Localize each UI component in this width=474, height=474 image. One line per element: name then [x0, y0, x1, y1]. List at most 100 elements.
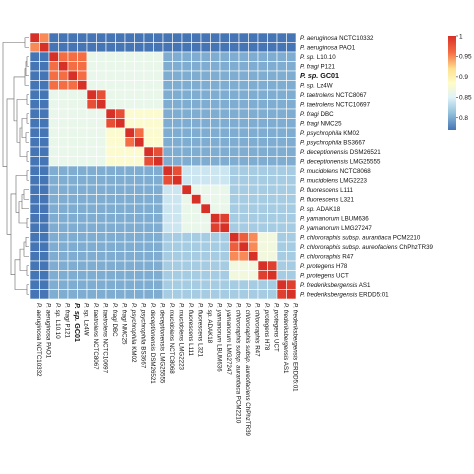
column-label: P. deceptionensis DSM26521 [149, 303, 156, 384]
heatmap-cell [257, 70, 268, 81]
column-label: P. mucidolens LMG2223 [177, 303, 184, 371]
heatmap-cell [286, 118, 297, 129]
heatmap-cell [96, 137, 107, 148]
heatmap-cell [238, 32, 249, 43]
heatmap-cell [115, 289, 126, 300]
dendrogram-branch [26, 113, 29, 124]
heatmap-cell [257, 203, 268, 214]
column-label: P. taetrolens NCTC8067 [92, 303, 99, 370]
heatmap-cell [257, 279, 268, 290]
heatmap-cell [86, 118, 97, 129]
heatmap-cell [77, 137, 88, 148]
heatmap-cell [229, 251, 240, 262]
heatmap-cell [229, 260, 240, 271]
heatmap-cell [267, 241, 278, 252]
heatmap-cell [86, 156, 97, 167]
heatmap-cell [29, 184, 40, 195]
heatmap-cell [115, 279, 126, 290]
heatmap-cell [238, 241, 249, 252]
heatmap-cell [191, 222, 202, 233]
heatmap-cell [191, 165, 202, 176]
heatmap-cell [191, 51, 202, 62]
heatmap-cell [219, 260, 230, 271]
heatmap-cell [67, 165, 78, 176]
dendrogram-branch [21, 194, 29, 210]
heatmap-cell [257, 156, 268, 167]
heatmap-cell [257, 108, 268, 119]
heatmap-cell [276, 61, 287, 72]
heatmap-cell [48, 260, 59, 271]
heatmap-cell [124, 108, 135, 119]
heatmap-cell [172, 270, 183, 281]
dendrogram-branch [25, 61, 29, 77]
heatmap-cell [181, 232, 192, 243]
heatmap-cell [219, 70, 230, 81]
heatmap-cell [200, 108, 211, 119]
heatmap-cell [124, 70, 135, 81]
heatmap-cell [48, 137, 59, 148]
heatmap-cell [153, 184, 164, 195]
heatmap-cell [143, 213, 154, 224]
heatmap-cell [105, 70, 116, 81]
heatmap-cell [181, 260, 192, 271]
heatmap-cell [96, 232, 107, 243]
heatmap-cell [219, 80, 230, 91]
heatmap-cell [48, 279, 59, 290]
row-label: P. yamanorum LBUM636 [300, 215, 369, 222]
heatmap-cell [105, 118, 116, 129]
heatmap-cell [210, 184, 221, 195]
heatmap-cell [115, 51, 126, 62]
heatmap-cell [200, 42, 211, 53]
heatmap-cell [67, 127, 78, 138]
heatmap-cell [67, 194, 78, 205]
heatmap-cell [172, 99, 183, 110]
heatmap-cell [105, 203, 116, 214]
heatmap-cell [29, 70, 40, 81]
heatmap-cell [124, 99, 135, 110]
heatmap-cell [143, 51, 154, 62]
heatmap-cell [39, 241, 50, 252]
heatmap-cell [153, 203, 164, 214]
dendrogram-branch [13, 76, 25, 122]
heatmap-cell [210, 61, 221, 72]
heatmap-cell [134, 165, 145, 176]
heatmap-cell [229, 232, 240, 243]
heatmap-cell [229, 184, 240, 195]
heatmap-cell [77, 118, 88, 129]
heatmap-cell [286, 184, 297, 195]
heatmap-cell [134, 137, 145, 148]
row-label: P. frederiksbergensis AS1 [300, 282, 371, 289]
heatmap-cell [105, 99, 116, 110]
heatmap-cell [105, 108, 116, 119]
heatmap-cell [39, 61, 50, 72]
heatmap-cell [86, 289, 97, 300]
heatmap-cell [200, 32, 211, 43]
heatmap-cell [248, 61, 259, 72]
heatmap-cell [115, 70, 126, 81]
heatmap-cell [181, 118, 192, 129]
heatmap-cell [248, 251, 259, 262]
heatmap-cell [286, 232, 297, 243]
heatmap-cell [286, 251, 297, 262]
heatmap-cell [238, 51, 249, 62]
dendrogram-branch [6, 98, 14, 235]
heatmap-cell [162, 270, 173, 281]
heatmap-cell [162, 203, 173, 214]
heatmap-cell [67, 232, 78, 243]
heatmap-cell [238, 184, 249, 195]
heatmap-cell [134, 146, 145, 157]
heatmap-cell [29, 165, 40, 176]
heatmap-cell [124, 289, 135, 300]
heatmap-cell [267, 80, 278, 91]
heatmap-cell [229, 118, 240, 129]
heatmap-cell [143, 80, 154, 91]
heatmap-cell [267, 127, 278, 138]
heatmap-cell [39, 89, 50, 100]
heatmap-cell [191, 146, 202, 157]
heatmap-cell [29, 146, 40, 157]
heatmap-cell [153, 156, 164, 167]
heatmap-cell [200, 51, 211, 62]
heatmap-cell [153, 175, 164, 186]
heatmap-cell [77, 241, 88, 252]
heatmap-cell [219, 194, 230, 205]
